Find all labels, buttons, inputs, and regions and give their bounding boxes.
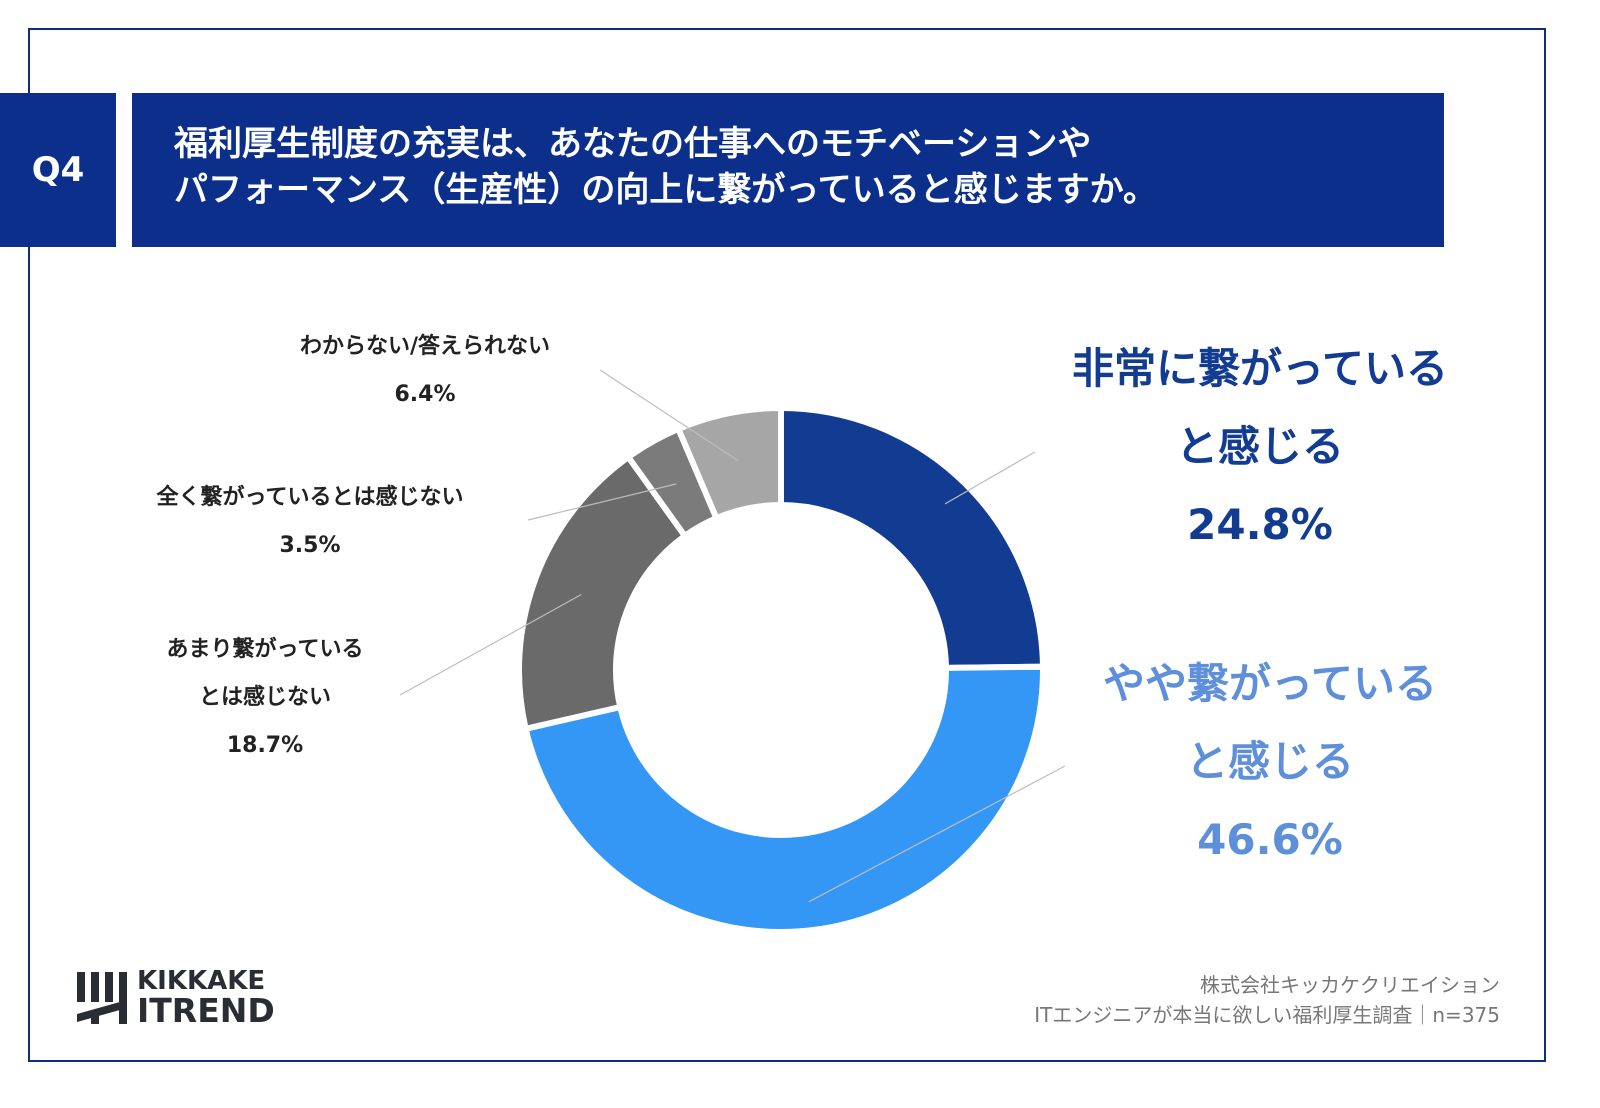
label-dont-know-line1: わからない/答えられない [299, 334, 551, 359]
label-dont-know: わからない/答えられない 6.4% [240, 323, 610, 419]
label-somewhat-line1: やや繋がっている [1103, 659, 1437, 708]
label-somewhat-value: 46.6% [1197, 815, 1343, 864]
frame-border [28, 28, 1546, 1062]
kikkake-itrend-logo: KIKKAKE ITREND [75, 968, 275, 1027]
leader-line-dont-know [599, 369, 739, 462]
slice-very [778, 404, 1047, 671]
leader-line-somewhat [808, 765, 1066, 903]
label-not-at-all-line1: 全く繋がっているとは感じない [156, 485, 464, 510]
label-not-at-all-value: 3.5% [279, 533, 341, 558]
leader-line-not-much [399, 594, 582, 696]
title-line-2: パフォーマンス（生産性）の向上に繋がっていると感じますか。 [174, 170, 1157, 210]
label-not-much-value: 18.7% [226, 733, 304, 758]
label-not-at-all: 全く繋がっているとは感じない 3.5% [100, 474, 520, 570]
logo-line-1: KIKKAKE [137, 966, 266, 996]
label-not-much-line1: あまり繋がっている [166, 637, 364, 662]
label-somewhat-line2: と感じる [1185, 737, 1354, 786]
question-number: Q4 [0, 93, 116, 247]
survey-name: ITエンジニアが本当に欲しい福利厚生調査｜n=375 [1034, 1003, 1500, 1027]
label-very: 非常に繋がっている と感じる 24.8% [1030, 330, 1490, 564]
slice-somewhat [522, 663, 1046, 935]
slice-dont-know [674, 404, 784, 523]
label-somewhat: やや繋がっている と感じる 46.6% [1040, 645, 1500, 879]
label-dont-know-value: 6.4% [394, 382, 456, 407]
title-line-1: 福利厚生制度の充実は、あなたの仕事へのモチベーションや [174, 124, 1092, 164]
question-title: 福利厚生制度の充実は、あなたの仕事へのモチベーションや パフォーマンス（生産性）… [132, 93, 1444, 247]
label-very-value: 24.8% [1187, 500, 1333, 549]
label-not-much: あまり繋がっている とは感じない 18.7% [100, 626, 430, 770]
logo-line-2: ITREND [137, 991, 275, 1030]
label-very-line2: と感じる [1175, 422, 1344, 471]
label-very-line1: 非常に繋がっている [1072, 344, 1448, 393]
credit: 株式会社キッカケクリエイション ITエンジニアが本当に欲しい福利厚生調査｜n=3… [1034, 970, 1500, 1030]
leader-line-not-at-all [527, 483, 677, 521]
label-not-much-line2: とは感じない [198, 685, 331, 710]
logo-mark-icon [77, 971, 127, 1024]
company-name: 株式会社キッカケクリエイション [1200, 973, 1500, 997]
leader-line-very [944, 451, 1036, 505]
